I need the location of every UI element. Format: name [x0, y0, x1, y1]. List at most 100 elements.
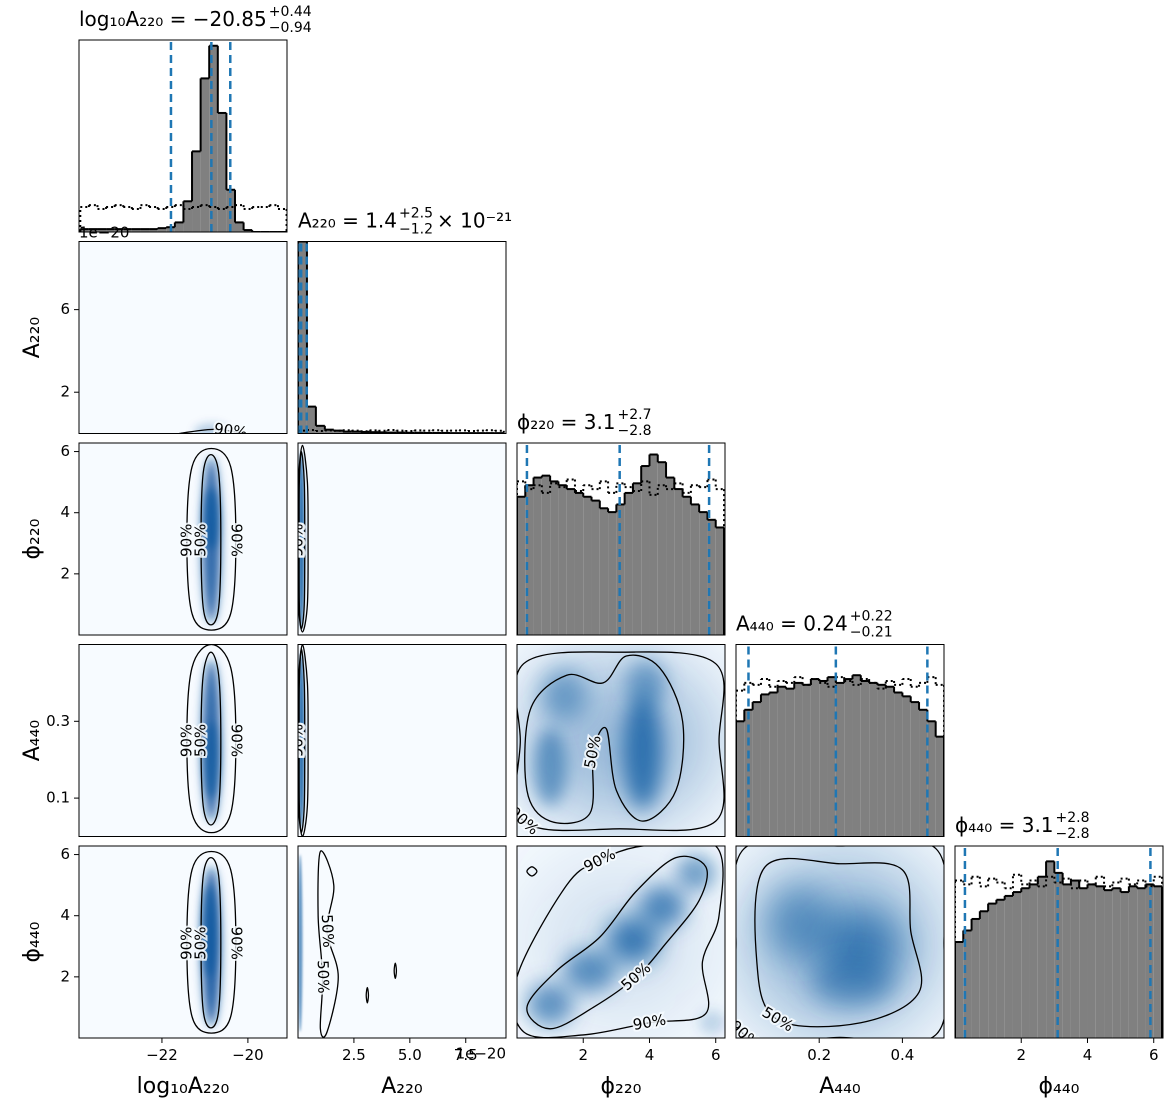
hist-bar — [550, 481, 559, 635]
hist-bar — [971, 918, 980, 1038]
hist-bar — [707, 519, 716, 635]
contour-label: 90% — [289, 524, 307, 557]
y-axis-label: ϕ₂₂₀ — [20, 518, 45, 559]
hist-bar — [333, 430, 343, 434]
panel-frame — [516, 442, 726, 636]
panel-frame — [735, 845, 945, 1039]
plot-area: 50%90%90% — [175, 644, 247, 834]
hist-bar — [1021, 888, 1030, 1038]
panel-frame — [516, 845, 726, 1039]
panel-title: A₂₂₀ = 1.4 — [298, 209, 397, 233]
panel-background — [79, 644, 287, 837]
contour-label: 50% — [290, 524, 308, 557]
hist-bar — [715, 527, 725, 635]
x-tick-label: 5.0 — [398, 1046, 422, 1064]
contour-label: 90% — [177, 524, 195, 557]
x-tick-label: 4 — [645, 1046, 655, 1064]
x-axis-label: A₄₄₀ — [819, 1074, 861, 1099]
hist-bar — [641, 466, 650, 635]
contour-line — [524, 654, 685, 825]
contour-label: 90% — [177, 724, 195, 757]
x-tick-label: 4 — [1083, 1046, 1093, 1064]
density-blob — [540, 667, 587, 722]
hist-bar — [988, 903, 997, 1038]
hist-bar — [209, 45, 218, 232]
hist-bar — [97, 229, 107, 232]
hist-bar — [608, 512, 617, 635]
x-tick-label: 0.4 — [890, 1046, 914, 1064]
hist-bar — [1120, 892, 1129, 1038]
hist-bar — [752, 702, 761, 837]
y-tick-label: 6 — [60, 300, 70, 318]
panel-title: ϕ₂₂₀ = 3.1 — [517, 410, 616, 434]
x-offset-label: 1e−20 — [456, 1045, 506, 1063]
contour-line — [517, 846, 724, 1038]
panel-title: A₄₄₀ = 0.24 — [736, 612, 848, 636]
density-blob — [526, 982, 574, 1026]
hist-bar — [114, 229, 124, 232]
hist-bar — [777, 686, 786, 837]
panel-frame — [954, 845, 1164, 1039]
hist-bar — [131, 229, 141, 232]
hist-bar — [80, 229, 89, 232]
hist-bar — [1012, 892, 1022, 1038]
panel-background — [79, 443, 287, 635]
title-upper: +0.44 — [269, 4, 312, 20]
hist-bar — [852, 675, 861, 837]
title-lower: −2.8 — [1056, 826, 1090, 842]
plot-area: 50%90%90% — [517, 846, 725, 1038]
density-blob — [533, 728, 567, 806]
contour-label: 50% — [318, 914, 338, 948]
y-tick-label: 2 — [60, 383, 70, 401]
hist-bar — [690, 504, 700, 635]
contour-line — [200, 453, 222, 626]
contour-line — [736, 846, 944, 1038]
hist-bar — [192, 151, 201, 232]
hist-bar — [794, 682, 803, 837]
hist-bar — [1004, 895, 1013, 1038]
hist-bar — [235, 222, 244, 232]
panel-title: log₁₀A₂₂₀ = −20.85 — [79, 7, 267, 31]
hist-bar — [699, 512, 708, 635]
title-lower: −0.94 — [269, 20, 312, 36]
hist-bar — [1153, 886, 1163, 1038]
contour-label: 50% — [192, 524, 210, 557]
hist-bar — [1104, 890, 1113, 1038]
hist-bar — [226, 189, 235, 232]
hist-bar — [885, 686, 895, 837]
contour-label: 90% — [213, 419, 248, 441]
hist-bar — [927, 721, 936, 837]
hist-bar — [769, 692, 778, 837]
contour-line — [200, 856, 222, 1029]
hist-bar — [306, 406, 316, 434]
plot-area — [736, 644, 944, 837]
hist-bar — [902, 696, 911, 837]
hist-bar — [298, 241, 307, 434]
hist-bar — [583, 496, 592, 635]
contour-line — [393, 962, 398, 980]
contour-line — [179, 428, 244, 434]
hist-bar — [324, 429, 334, 434]
y-tick-label: 2 — [60, 564, 70, 582]
hist-bar — [736, 721, 745, 837]
panel-frame — [297, 845, 507, 1039]
plot-area: 50%50% — [298, 850, 398, 1038]
panel-background — [79, 40, 287, 232]
panel-frame — [735, 644, 945, 837]
hist-bar — [1029, 884, 1038, 1038]
panel-frame — [78, 442, 288, 636]
hist-bar — [955, 942, 964, 1038]
contour-label: 90% — [227, 927, 245, 960]
y-axis-label: ϕ₄₄₀ — [20, 921, 45, 962]
plot-area — [517, 443, 725, 635]
panel-frame — [297, 644, 507, 837]
hist-bar — [541, 475, 551, 635]
x-tick-label: −20 — [232, 1046, 264, 1064]
y-tick-label: 0.3 — [46, 712, 70, 730]
hist-bar — [785, 688, 795, 837]
y-axis-label: A₂₂₀ — [20, 317, 45, 359]
x-tick-label: 7.5 — [454, 1046, 478, 1064]
panel-frame — [516, 644, 726, 837]
plot-area: 50%90%90% — [175, 850, 247, 1034]
y-tick-label: 0.1 — [46, 789, 70, 807]
